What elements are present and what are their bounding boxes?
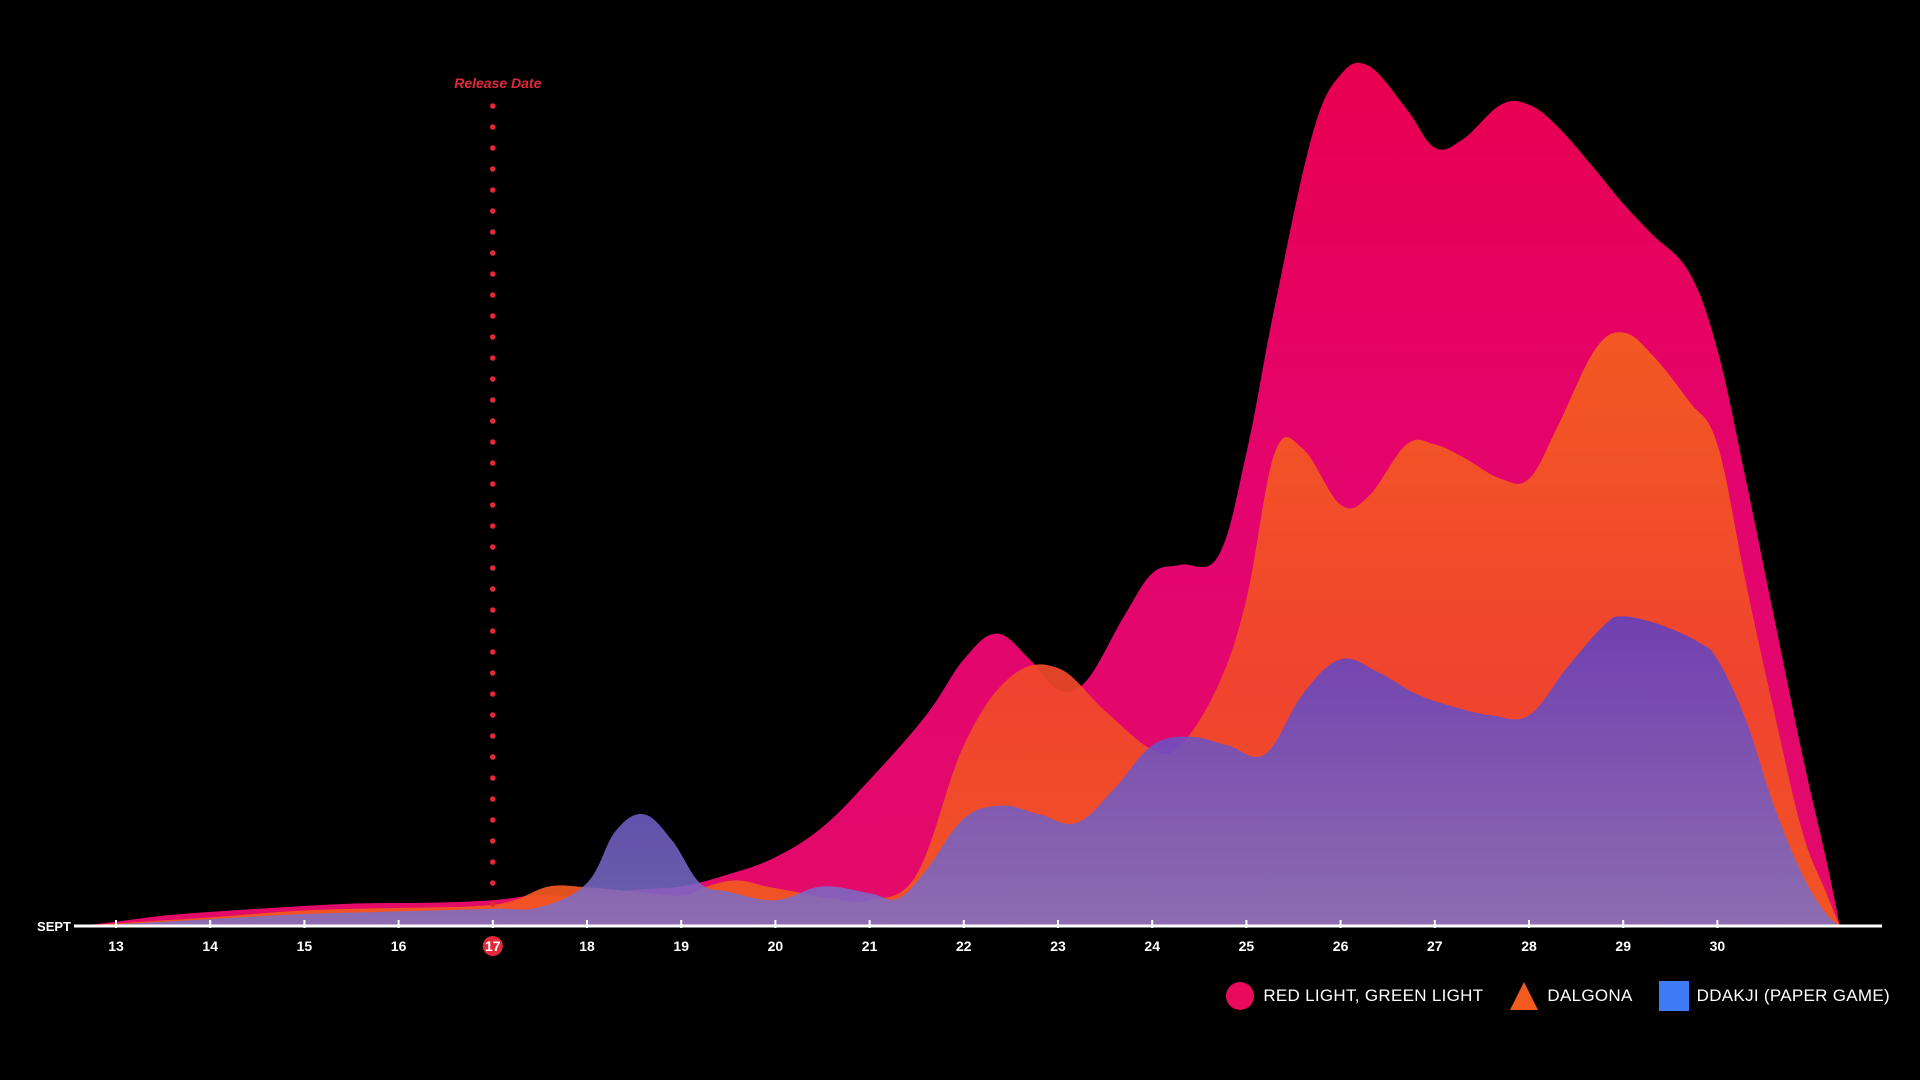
- x-tick-label: 15: [297, 938, 313, 954]
- release-dot: [490, 796, 496, 802]
- legend-label: DDAKJI (PAPER GAME): [1696, 986, 1890, 1005]
- release-dot: [490, 187, 496, 193]
- x-tick-label: 16: [391, 938, 407, 954]
- square-icon: [1658, 981, 1689, 1011]
- release-dot: [490, 859, 496, 865]
- x-tick-label: 27: [1427, 938, 1443, 954]
- x-tick-label: 19: [673, 938, 689, 954]
- release-dot: [490, 355, 496, 361]
- release-dot: [490, 376, 496, 382]
- release-dot: [490, 439, 496, 445]
- area-ddakji: [78, 616, 1840, 926]
- x-tick-label: 20: [768, 938, 784, 954]
- x-axis-ticks: 13 14 15 16 17 18 19 20 21 22 23 24 25 26 27 28 29 30: [108, 920, 1725, 956]
- legend-item-dalgona: DALGONA: [1509, 981, 1632, 1011]
- release-dot: [490, 103, 496, 109]
- release-annotation: Release Date: [454, 75, 542, 907]
- release-dot: [490, 418, 496, 424]
- release-dot: [490, 124, 496, 130]
- release-dot: [490, 334, 496, 340]
- release-dot: [490, 166, 496, 172]
- series-areas: [78, 62, 1840, 927]
- release-dot: [490, 250, 496, 256]
- release-dot: [490, 733, 496, 739]
- release-dot: [490, 565, 496, 571]
- release-dot: [490, 523, 496, 529]
- release-dot: [490, 775, 496, 781]
- release-dot: [490, 712, 496, 718]
- release-dot: [490, 271, 496, 277]
- x-tick-label: 28: [1521, 938, 1537, 954]
- x-tick-label: 30: [1710, 938, 1726, 954]
- release-dot: [490, 754, 496, 760]
- release-dot: [490, 313, 496, 319]
- legend-item-red-light: RED LIGHT, GREEN LIGHT: [1225, 981, 1483, 1011]
- x-tick-label: 21: [862, 938, 878, 954]
- x-tick-label: 14: [202, 938, 218, 954]
- legend: RED LIGHT, GREEN LIGHT DALGONA DDAKJI (P…: [1199, 976, 1890, 1016]
- release-dot: [490, 880, 496, 886]
- release-dot: [490, 607, 496, 613]
- legend-item-ddakji: DDAKJI (PAPER GAME): [1658, 981, 1890, 1011]
- release-dot: [490, 397, 496, 403]
- legend-label: RED LIGHT, GREEN LIGHT: [1263, 986, 1484, 1005]
- release-dot: [490, 628, 496, 634]
- circle-icon: [1226, 982, 1255, 1010]
- release-date-label: Release Date: [454, 75, 541, 91]
- release-dot: [490, 817, 496, 823]
- release-dot: [490, 649, 496, 655]
- release-dot: [490, 502, 496, 508]
- x-axis-label: SEPT: [37, 919, 71, 934]
- x-tick-label: 17: [485, 938, 501, 954]
- release-dot: [490, 838, 496, 844]
- release-day-marker: [482, 936, 503, 956]
- release-dot: [490, 145, 496, 151]
- x-axis: SEPT 13 14 15 16 17 18 19 20 21 22 23 24 25 26 27 28 29 3…: [37, 919, 1882, 956]
- release-dot: [490, 208, 496, 214]
- x-tick-label: 26: [1333, 938, 1349, 954]
- x-tick-label: 13: [108, 938, 124, 954]
- x-tick-label: 25: [1239, 938, 1255, 954]
- release-dot: [490, 229, 496, 235]
- x-tick-label: 22: [956, 938, 972, 954]
- release-dot: [490, 481, 496, 487]
- x-tick-label: 23: [1050, 938, 1066, 954]
- release-dot: [490, 544, 496, 550]
- release-dot: [490, 460, 496, 466]
- x-tick-label: 29: [1615, 938, 1631, 954]
- x-tick-label: 24: [1144, 938, 1160, 954]
- legend-label: DALGONA: [1547, 986, 1633, 1005]
- triangle-icon: [1510, 982, 1539, 1010]
- release-dot: [490, 586, 496, 592]
- release-dot: [490, 292, 496, 298]
- release-dot: [490, 670, 496, 676]
- release-dot: [490, 691, 496, 697]
- x-tick-label: 18: [579, 938, 595, 954]
- release-dot: [490, 901, 496, 907]
